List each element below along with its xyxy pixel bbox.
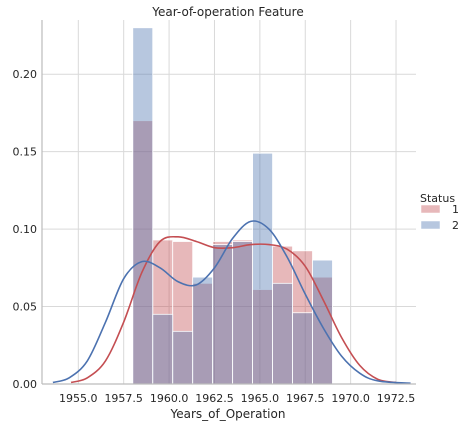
legend-title: Status bbox=[420, 192, 455, 205]
bar-series-2 bbox=[192, 276, 214, 385]
y-tick-label: 0.10 bbox=[13, 223, 38, 236]
bar-series-2 bbox=[272, 282, 293, 385]
kde-line-series-2 bbox=[52, 220, 411, 385]
x-axis-ticks: 1955.0 1957.5 1960.0 1962.5 1965.0 1967.5 1970… bbox=[59, 392, 415, 405]
y-tick-label: 0.00 bbox=[13, 378, 38, 391]
grid-lines bbox=[42, 20, 416, 385]
x-axis-label: Years_of_Operation bbox=[170, 407, 286, 421]
bar-series-2 bbox=[132, 27, 154, 385]
y-tick-label: 0.15 bbox=[13, 146, 38, 159]
bar-series-2 bbox=[152, 313, 174, 385]
axes bbox=[41, 20, 416, 385]
chart-title: Year-of-operation Feature bbox=[151, 5, 303, 19]
x-tick-label: 1972.5 bbox=[377, 392, 416, 405]
bar-series-2 bbox=[312, 259, 333, 385]
x-tick-label: 1965.0 bbox=[241, 392, 280, 405]
bar-series-2 bbox=[292, 312, 313, 385]
x-tick-label: 1960.0 bbox=[150, 392, 189, 405]
x-tick-label: 1957.5 bbox=[104, 392, 143, 405]
y-axis-ticks: 0.00 0.05 0.10 0.15 0.20 bbox=[13, 68, 38, 391]
x-tick-label: 1970.0 bbox=[331, 392, 370, 405]
kde-curves bbox=[52, 220, 411, 385]
x-tick-label: 1967.5 bbox=[286, 392, 325, 405]
y-tick-label: 0.20 bbox=[13, 68, 38, 81]
bar-series-2 bbox=[252, 152, 273, 385]
legend-swatch-series-2 bbox=[420, 220, 441, 230]
legend-label-series-1: 1 bbox=[452, 203, 459, 216]
x-tick-label: 1962.5 bbox=[195, 392, 234, 405]
bar-series-2 bbox=[172, 330, 194, 385]
bar-series-2 bbox=[232, 241, 254, 385]
legend-swatch-series-1 bbox=[420, 204, 441, 214]
legend-label-series-2: 2 bbox=[452, 219, 459, 232]
histogram-bars bbox=[132, 27, 333, 385]
x-tick-label: 1955.0 bbox=[59, 392, 98, 405]
y-tick-label: 0.05 bbox=[13, 301, 38, 314]
kde-line-series-1 bbox=[70, 235, 397, 384]
